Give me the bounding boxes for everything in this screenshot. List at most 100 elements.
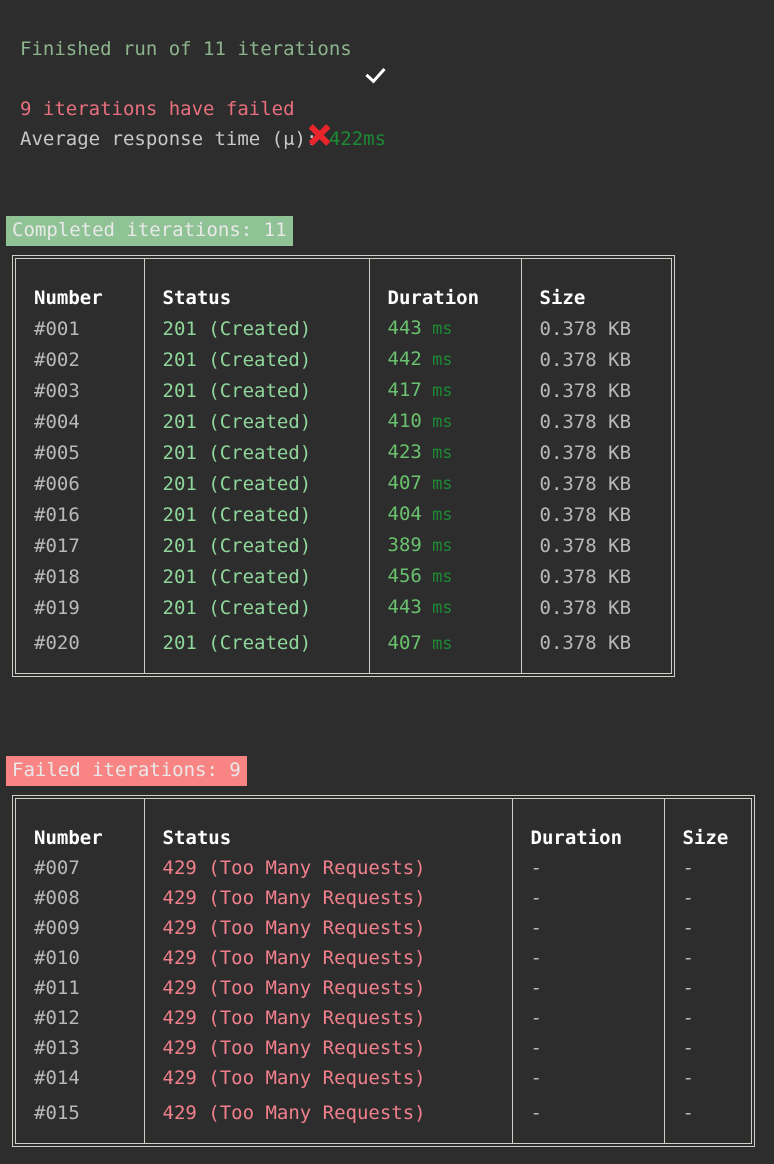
run-summary: Finished run of 11 iterations 9 iteratio…: [20, 34, 386, 154]
cell-status: 429 (Too Many Requests): [143, 1063, 512, 1093]
cell-size: -: [663, 1033, 755, 1063]
cell-duration: 443 ms: [368, 313, 521, 344]
cell-size: -: [663, 853, 755, 883]
average-response-time-value: 422ms: [328, 128, 387, 150]
column-header-status: Status: [143, 259, 369, 313]
cell-size: -: [663, 1003, 755, 1033]
duration-unit: ms: [421, 633, 453, 654]
cell-status: 429 (Too Many Requests): [143, 913, 512, 943]
cell-status: 201 (Created): [143, 406, 369, 437]
cell-duration: -: [511, 943, 664, 973]
cell-duration: 417 ms: [368, 375, 521, 406]
cell-status: 201 (Created): [143, 561, 369, 592]
cell-status: 201 (Created): [143, 592, 369, 623]
cell-status: 201 (Created): [143, 375, 369, 406]
table-header-row: Number Status Duration Size: [16, 259, 675, 313]
cell-duration: 410 ms: [368, 406, 521, 437]
cell-status: 429 (Too Many Requests): [143, 1003, 512, 1033]
table-row: #017 201 (Created) 389 ms 0.378 KB: [16, 530, 675, 561]
column-header-size: Size: [663, 799, 755, 853]
cell-size: 0.378 KB: [520, 468, 675, 499]
duration-unit: ms: [421, 443, 453, 463]
cell-status: 429 (Too Many Requests): [143, 1093, 512, 1143]
cell-status: 429 (Too Many Requests): [143, 883, 512, 913]
column-header-status: Status: [143, 799, 512, 853]
duration-unit: ms: [421, 412, 453, 432]
duration-unit: ms: [421, 505, 453, 525]
column-header-number: Number: [34, 287, 103, 309]
table-header-row: Number Status Duration Size: [16, 799, 755, 853]
table-row: #004 201 (Created) 410 ms 0.378 KB: [16, 406, 675, 437]
average-response-time-label: Average response time (μ):: [20, 128, 329, 150]
cell-number: #017: [34, 534, 80, 557]
cell-size: -: [663, 883, 755, 913]
cell-duration: 407 ms: [368, 623, 521, 673]
cell-number: #006: [34, 472, 80, 495]
cell-status: 201 (Created): [143, 530, 369, 561]
cell-number: #015: [34, 1102, 80, 1124]
cell-number: #008: [34, 887, 80, 909]
finished-run-line: Finished run of 11 iterations: [20, 34, 386, 64]
cell-size: -: [663, 943, 755, 973]
cell-status: 429 (Too Many Requests): [143, 1033, 512, 1063]
cell-size: -: [663, 973, 755, 1003]
table-row: #010 429 (Too Many Requests) - -: [16, 943, 755, 973]
cell-status: 429 (Too Many Requests): [143, 973, 512, 1003]
cell-status: 201 (Created): [143, 437, 369, 468]
cell-status: 201 (Created): [143, 468, 369, 499]
cell-number: #012: [34, 1007, 80, 1029]
cell-status: 201 (Created): [143, 313, 369, 344]
cell-duration: -: [511, 1003, 664, 1033]
cell-number: #013: [34, 1037, 80, 1059]
cell-size: -: [663, 913, 755, 943]
cell-duration: -: [511, 853, 664, 883]
duration-unit: ms: [421, 350, 453, 370]
table-row: #019 201 (Created) 443 ms 0.378 KB: [16, 592, 675, 623]
table-row: #020 201 (Created) 407 ms 0.378 KB: [16, 623, 675, 673]
cell-size: -: [663, 1063, 755, 1093]
table-row: #016 201 (Created) 404 ms 0.378 KB: [16, 499, 675, 530]
cell-number: #007: [34, 857, 80, 879]
cell-duration: 407 ms: [368, 468, 521, 499]
cell-number: #018: [34, 565, 80, 588]
cell-duration: 442 ms: [368, 344, 521, 375]
cell-number: #020: [34, 632, 80, 654]
cell-number: #004: [34, 410, 80, 433]
cell-duration: 404 ms: [368, 499, 521, 530]
cell-size: 0.378 KB: [520, 561, 675, 592]
table-row: #006 201 (Created) 407 ms 0.378 KB: [16, 468, 675, 499]
column-header-duration: Duration: [368, 259, 521, 313]
cell-size: 0.378 KB: [520, 406, 675, 437]
table-row: #018 201 (Created) 456 ms 0.378 KB: [16, 561, 675, 592]
cell-size: -: [663, 1093, 755, 1143]
failed-iterations-table: Number Status Duration Size #007 429 (Too…: [12, 795, 755, 1147]
finished-run-text: Finished run of 11 iterations: [20, 38, 352, 60]
cell-duration: -: [511, 1063, 664, 1093]
cell-number: #019: [34, 596, 80, 619]
table-row: #005 201 (Created) 423 ms 0.378 KB: [16, 437, 675, 468]
cell-size: 0.378 KB: [520, 499, 675, 530]
cell-number: #016: [34, 503, 80, 526]
duration-unit: ms: [421, 319, 453, 339]
table-row: #003 201 (Created) 417 ms 0.378 KB: [16, 375, 675, 406]
table-row: #009 429 (Too Many Requests) - -: [16, 913, 755, 943]
cell-number: #011: [34, 977, 80, 999]
cell-size: 0.378 KB: [520, 530, 675, 561]
cell-size: 0.378 KB: [520, 437, 675, 468]
cell-status: 429 (Too Many Requests): [143, 853, 512, 883]
failed-iterations-header: Failed iterations: 9: [6, 756, 247, 786]
duration-unit: ms: [421, 598, 453, 618]
cell-duration: 423 ms: [368, 437, 521, 468]
cell-duration: 389 ms: [368, 530, 521, 561]
cell-number: #001: [34, 317, 80, 340]
table-row: #001 201 (Created) 443 ms 0.378 KB: [16, 313, 675, 344]
cell-size: 0.378 KB: [520, 344, 675, 375]
cell-size: 0.378 KB: [520, 592, 675, 623]
failed-count-text: 9 iterations have failed: [20, 98, 295, 120]
column-header-duration: Duration: [511, 799, 664, 853]
cell-duration: -: [511, 913, 664, 943]
duration-unit: ms: [421, 567, 453, 587]
completed-iterations-table: Number Status Duration Size #001 201 (Cre…: [12, 255, 675, 677]
table-row: #002 201 (Created) 442 ms 0.378 KB: [16, 344, 675, 375]
